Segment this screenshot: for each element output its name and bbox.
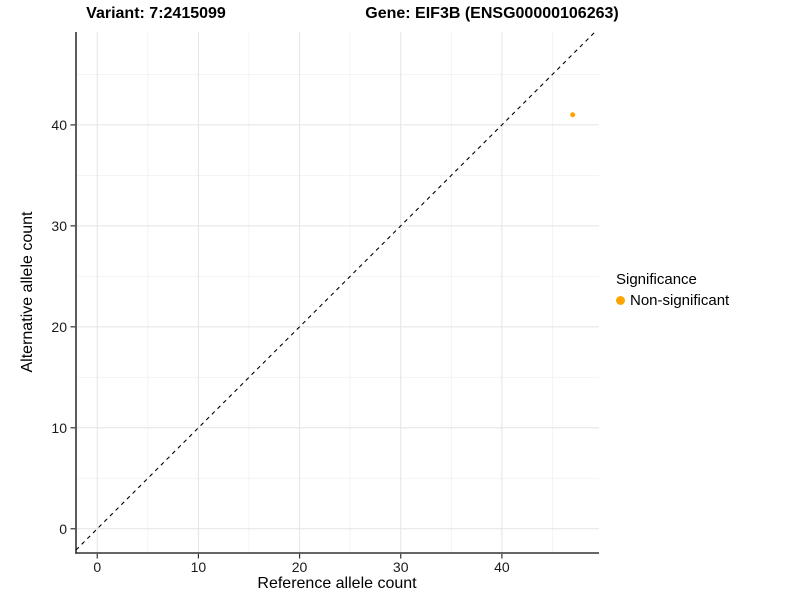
y-tick-label: 10 [51,420,67,436]
y-axis-title: Alternative allele count [19,211,36,373]
legend-point-icon [616,296,625,305]
variant-title: Variant: 7:2415099 [86,5,226,22]
legend-item-non-significant: Non-significant [616,292,729,309]
x-tick-label: 20 [292,559,308,575]
legend: Significance Non-significant [616,271,729,309]
x-axis-title: Reference allele count [257,575,417,592]
legend-item-label: Non-significant [630,292,730,309]
data-point [570,112,576,118]
legend-title: Significance [616,271,697,288]
x-tick-label: 30 [393,559,409,575]
x-tick-label: 10 [191,559,207,575]
x-tick-label: 0 [93,559,101,575]
identity-dashed-line [75,31,596,551]
y-tick-label: 40 [51,117,67,133]
gene-title: Gene: EIF3B (ENSG00000106263) [365,5,619,22]
x-tick-label: 40 [494,559,510,575]
y-tick-label: 0 [59,521,67,537]
y-tick-label: 30 [51,218,67,234]
y-tick-label: 20 [51,319,67,335]
